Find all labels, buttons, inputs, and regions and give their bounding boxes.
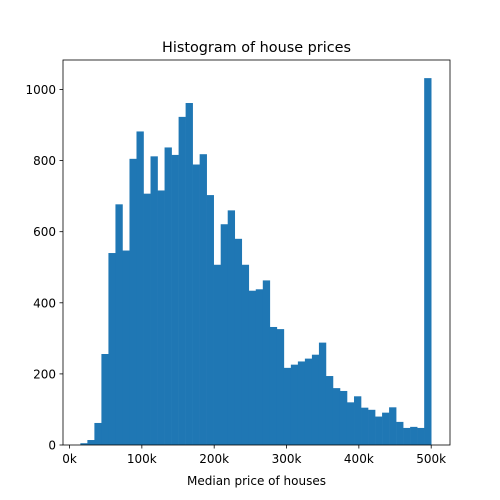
histogram-bar bbox=[339, 390, 348, 445]
histogram-bar bbox=[417, 427, 425, 445]
x-tick-label: 100k bbox=[127, 452, 157, 466]
x-tick-label: 500k bbox=[416, 452, 446, 466]
histogram-bar bbox=[410, 426, 418, 445]
histogram-bar bbox=[94, 422, 102, 445]
histogram-bar bbox=[311, 354, 320, 445]
histogram-bar bbox=[234, 238, 243, 445]
histogram-bar bbox=[199, 154, 207, 445]
histogram-bar bbox=[290, 364, 299, 445]
histogram-bar bbox=[304, 358, 313, 445]
histogram-bar bbox=[178, 116, 186, 446]
histogram-bar bbox=[143, 193, 151, 445]
histogram-bar bbox=[80, 443, 88, 445]
y-tick-label: 400 bbox=[33, 296, 56, 310]
histogram-bar bbox=[129, 158, 137, 445]
histogram-bar bbox=[276, 329, 285, 445]
histogram-bar bbox=[318, 342, 327, 445]
x-tick-label: 200k bbox=[199, 452, 229, 466]
histogram-bar bbox=[255, 289, 264, 445]
histogram-bar bbox=[192, 164, 200, 445]
histogram-bar bbox=[185, 103, 193, 445]
histogram-bar bbox=[361, 407, 369, 445]
plot-frame bbox=[62, 59, 451, 446]
ticks-group: 0k 100k 200k 300k 400k 500k 0 200 400 600 800 1000 bbox=[25, 83, 446, 466]
histogram-bar bbox=[424, 78, 432, 446]
histogram-bar bbox=[157, 190, 165, 445]
histogram-bar bbox=[382, 412, 390, 445]
y-tick-label: 1000 bbox=[25, 83, 56, 97]
histogram-bar bbox=[332, 388, 341, 445]
histogram-bar bbox=[389, 407, 397, 445]
histogram-bar bbox=[171, 154, 179, 445]
x-tick-label: 300k bbox=[272, 452, 302, 466]
histogram-bar bbox=[101, 353, 109, 445]
histogram-bar bbox=[396, 421, 404, 445]
bars-group bbox=[80, 78, 432, 446]
x-tick-label: 400k bbox=[344, 452, 374, 466]
x-axis-label: Median price of houses bbox=[187, 474, 326, 488]
chart-title: Histogram of house prices bbox=[162, 40, 351, 56]
histogram-bar bbox=[346, 402, 355, 445]
histogram-bar bbox=[136, 131, 144, 446]
histogram-bar bbox=[354, 396, 362, 445]
y-tick-label: 0 bbox=[48, 439, 56, 453]
histogram-bar bbox=[269, 326, 278, 445]
y-tick-label: 600 bbox=[33, 225, 56, 239]
histogram-bar bbox=[150, 156, 158, 445]
histogram-bar bbox=[115, 204, 123, 445]
histogram-bar bbox=[325, 376, 334, 445]
histogram-bar bbox=[283, 367, 292, 445]
histogram-bar bbox=[164, 147, 172, 445]
y-tick-label: 800 bbox=[33, 154, 56, 168]
histogram-bar bbox=[87, 440, 95, 445]
y-tick-label: 200 bbox=[33, 367, 56, 381]
histogram-bar bbox=[122, 250, 130, 445]
x-tick-label: 0k bbox=[62, 452, 77, 466]
histogram-bar bbox=[297, 361, 306, 445]
histogram-bar bbox=[241, 264, 250, 445]
histogram-bar bbox=[108, 253, 116, 445]
histogram-bar bbox=[213, 264, 221, 445]
histogram-bar bbox=[375, 416, 383, 445]
histogram-bar bbox=[262, 280, 271, 445]
histogram-bar bbox=[248, 290, 257, 445]
histogram-bar bbox=[368, 409, 376, 445]
histogram-bar bbox=[227, 210, 236, 445]
histogram-bar bbox=[206, 195, 214, 445]
histogram-bar bbox=[220, 224, 229, 445]
histogram-bar bbox=[403, 427, 411, 445]
